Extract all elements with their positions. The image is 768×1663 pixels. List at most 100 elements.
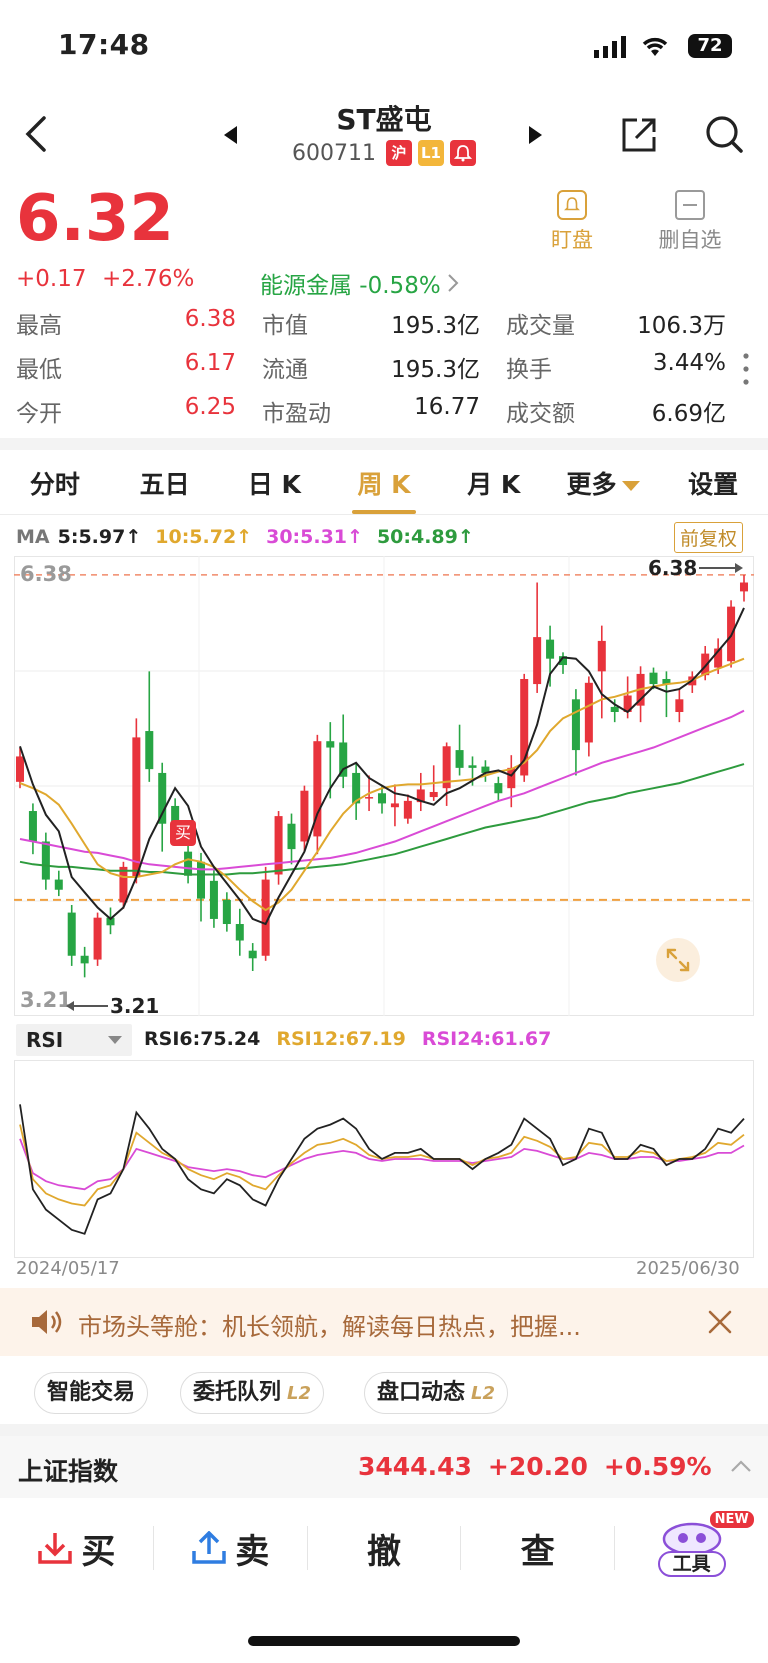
sell-button[interactable]: 卖 <box>154 1524 307 1573</box>
tab-label: 月 K <box>467 470 521 499</box>
watch-button[interactable]: 盯盘 <box>540 190 604 254</box>
candle-body <box>313 741 322 837</box>
chip-smart-trade[interactable]: 智能交易 <box>34 1372 149 1414</box>
period-tabs: 分时 五日 日 K 周 K 月 K 更多 设置 <box>0 456 768 514</box>
candle-body <box>546 639 555 659</box>
tab-2[interactable]: 日 K <box>219 456 329 514</box>
stat-value: 6.17 <box>184 350 236 376</box>
candle-body <box>274 816 283 875</box>
low-price-marker: 3.21 <box>66 994 159 1018</box>
buy-signal-marker[interactable]: 买 <box>170 820 196 846</box>
chart-low-axis-label: 3.21 <box>20 988 72 1012</box>
candle-body <box>701 653 710 676</box>
rsi12-line <box>19 1124 745 1207</box>
index-pct: +0.59% <box>603 1452 712 1481</box>
bottom-action-bar: 买 卖 撤 查 工具 NEW <box>0 1500 768 1596</box>
query-button[interactable]: 查 <box>461 1524 614 1573</box>
tab-5[interactable]: 更多 <box>549 456 659 514</box>
stat-label: 市盈动 <box>262 401 331 427</box>
back-icon[interactable] <box>22 114 48 158</box>
candle-body <box>119 866 128 903</box>
candle-body <box>675 699 684 712</box>
candle-body <box>739 582 749 592</box>
section-divider <box>0 1424 768 1436</box>
ma5-value: 5:5.97↑ <box>57 526 142 548</box>
close-icon[interactable] <box>708 1310 732 1338</box>
chart-top-border <box>0 514 768 515</box>
candle-body <box>571 699 580 751</box>
remove-watchlist-button[interactable]: 删自选 <box>650 190 730 254</box>
prev-stock-icon[interactable] <box>224 126 238 148</box>
tab-4[interactable]: 月 K <box>439 456 549 514</box>
buy-button[interactable]: 买 <box>0 1524 153 1573</box>
tab-0[interactable]: 分时 <box>0 456 110 514</box>
candle-body <box>714 648 723 668</box>
next-stock-icon[interactable] <box>528 126 542 148</box>
candle-body <box>196 861 206 899</box>
stock-code-row: 600711 沪 L1 <box>0 140 768 166</box>
tab-3[interactable]: 周 K <box>329 456 439 514</box>
kline-chart[interactable] <box>14 556 754 1016</box>
current-price: 6.32 <box>16 182 174 256</box>
ma-legend: MA 5:5.97↑ 10:5.72↑ 30:5.31↑ 50:4.89↑ <box>16 526 474 548</box>
candle-body <box>662 678 671 685</box>
ma5-line <box>19 607 745 926</box>
chevron-up-icon[interactable] <box>730 1458 752 1477</box>
banner-text: 市场头等舱：机长领航，解读每日热点，把握... <box>78 1313 581 1341</box>
candle-body <box>442 746 451 789</box>
home-indicator[interactable] <box>248 1636 520 1646</box>
candle-body <box>67 912 76 956</box>
stat-value: 195.3亿 <box>391 357 480 383</box>
more-vertical-icon[interactable] <box>742 352 750 390</box>
index-quote: 3444.43 +20.20 +0.59% <box>358 1452 712 1481</box>
rsi-chart[interactable] <box>14 1060 754 1258</box>
candle-body <box>377 793 387 804</box>
candle-body <box>507 767 516 789</box>
candle-body <box>132 737 141 878</box>
status-time: 17:48 <box>58 28 150 61</box>
stat-label: 成交额 <box>506 401 575 427</box>
stat-label: 流通 <box>262 357 308 383</box>
rsi12-value: RSI12:67.19 <box>276 1028 406 1050</box>
divider <box>306 1526 308 1570</box>
chip-order-queue[interactable]: 委托队列 L2 <box>180 1372 325 1414</box>
candle-body <box>261 879 270 956</box>
chip-l2-badge: L2 <box>471 1383 496 1404</box>
candle-body <box>15 756 25 782</box>
candle-body <box>455 750 464 768</box>
index-ticker-bar[interactable] <box>0 1436 768 1498</box>
chart-top-label: 6.38 <box>20 562 72 586</box>
candle-body <box>390 803 399 808</box>
tab-1[interactable]: 五日 <box>110 456 220 514</box>
stat-label: 最低 <box>16 357 62 383</box>
candle-body <box>106 917 115 926</box>
search-icon[interactable] <box>704 114 744 158</box>
badge-sh: 沪 <box>385 140 412 166</box>
chip-book-activity[interactable]: 盘口动态 L2 <box>364 1372 509 1414</box>
sector-link[interactable]: 能源金属 -0.58% <box>260 266 459 300</box>
tab-6[interactable]: 设置 <box>658 456 768 514</box>
section-divider <box>0 438 768 450</box>
cancel-order-button[interactable]: 撤 <box>308 1524 461 1573</box>
stat-label: 市值 <box>262 313 308 339</box>
high-price-marker: 6.38 <box>648 556 744 580</box>
fullscreen-toggle-icon[interactable] <box>656 938 700 982</box>
low-marker-text: 3.21 <box>110 994 160 1018</box>
end-date: 2025/06/30 <box>636 1258 740 1279</box>
share-icon[interactable] <box>620 116 658 158</box>
candle-body <box>326 741 335 748</box>
stat-label: 今开 <box>16 401 62 427</box>
tab-label: 设置 <box>688 470 739 499</box>
adjust-mode-button[interactable]: 前复权 <box>674 522 744 553</box>
candle-body <box>300 790 309 842</box>
chip-label: 盘口动态 <box>377 1380 466 1405</box>
sector-text: 能源金属 -0.58% <box>260 273 441 299</box>
stock-title: ST盛屯 <box>336 103 432 136</box>
alert-bell-icon[interactable] <box>449 140 476 166</box>
promo-banner[interactable] <box>0 1288 768 1356</box>
indicator-select[interactable]: RSI <box>16 1024 132 1056</box>
tools-button[interactable]: 工具 NEW <box>615 1511 768 1581</box>
query-label: 查 <box>520 1531 555 1572</box>
watch-label: 盯盘 <box>551 228 593 252</box>
candle-body <box>481 766 490 773</box>
